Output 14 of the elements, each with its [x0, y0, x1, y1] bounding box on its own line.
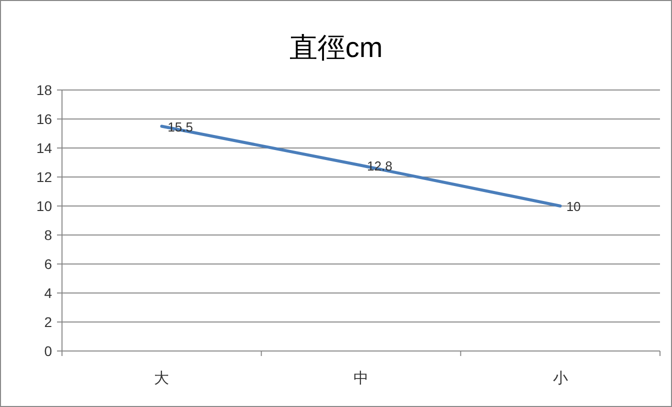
y-tick-label: 0 [44, 343, 52, 359]
y-tick-label: 14 [36, 140, 52, 156]
x-tick-label: 大 [154, 370, 170, 387]
y-tick-label: 2 [44, 314, 52, 330]
x-tick-label: 小 [552, 370, 568, 387]
y-tick-label: 10 [36, 198, 52, 214]
y-tick-label: 4 [44, 285, 52, 301]
y-tick-label: 12 [36, 169, 52, 185]
y-tick-label: 18 [36, 82, 52, 98]
y-tick-label: 16 [36, 111, 52, 127]
y-tick-label: 6 [44, 256, 52, 272]
y-tick-label: 8 [44, 227, 52, 243]
chart-title: 直徑cm [289, 32, 383, 63]
x-tick-label: 中 [354, 370, 368, 387]
